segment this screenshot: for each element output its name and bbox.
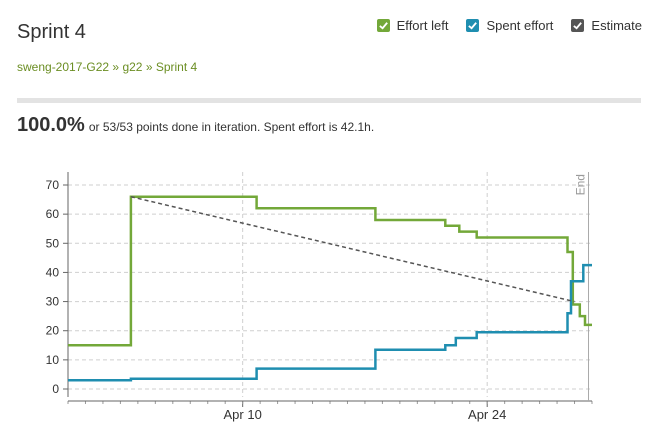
y-tick-label: 20	[46, 324, 60, 338]
y-tick-label: 50	[46, 236, 60, 250]
legend-estimate[interactable]: Estimate	[571, 18, 642, 33]
y-tick-label: 10	[46, 353, 60, 367]
y-tick-label: 40	[46, 265, 60, 279]
breadcrumb-sprint-link[interactable]: Sprint 4	[155, 60, 198, 74]
progress-summary-text: or 53/53 points done in iteration. Spent…	[88, 120, 375, 134]
end-marker-label: End	[574, 174, 588, 195]
legend-spent-effort[interactable]: Spent effort	[466, 18, 553, 33]
series-line-effort-left	[68, 195, 592, 347]
series-line-estimate	[130, 195, 575, 303]
y-tick-label: 60	[46, 207, 60, 221]
legend-estimate-label: Estimate	[591, 18, 642, 33]
progress-summary: 100.0% or 53/53 points done in iteration…	[17, 114, 374, 137]
x-tick-label: Apr 10	[224, 407, 262, 422]
checkbox-checked-icon[interactable]	[571, 19, 585, 32]
breadcrumb-group-link[interactable]: g22	[122, 60, 143, 74]
page-title: Sprint 4	[17, 21, 86, 43]
legend-spent-effort-label: Spent effort	[486, 18, 554, 33]
chart-legend: Effort left Spent effort Estimate	[376, 18, 642, 33]
x-tick-label: Apr 24	[468, 407, 506, 422]
legend-effort-left-label: Effort left	[396, 18, 449, 33]
checkbox-checked-icon[interactable]	[376, 19, 390, 32]
progress-percent: 100.0%	[17, 114, 85, 136]
header-divider	[17, 98, 641, 103]
series-line-spent-effort	[68, 263, 592, 382]
legend-effort-left[interactable]: Effort left	[376, 18, 449, 33]
y-tick-label: 30	[46, 295, 60, 309]
breadcrumb-project-link[interactable]: sweng-2017-G22	[17, 60, 110, 74]
checkbox-checked-icon[interactable]	[466, 19, 480, 32]
breadcrumb-separator: »	[112, 60, 120, 74]
y-tick-label: 70	[46, 178, 60, 192]
breadcrumb-separator: »	[145, 60, 153, 74]
y-tick-label: 0	[52, 382, 59, 396]
breadcrumb: sweng-2017-G22 » g22 » Sprint 4	[17, 60, 197, 74]
